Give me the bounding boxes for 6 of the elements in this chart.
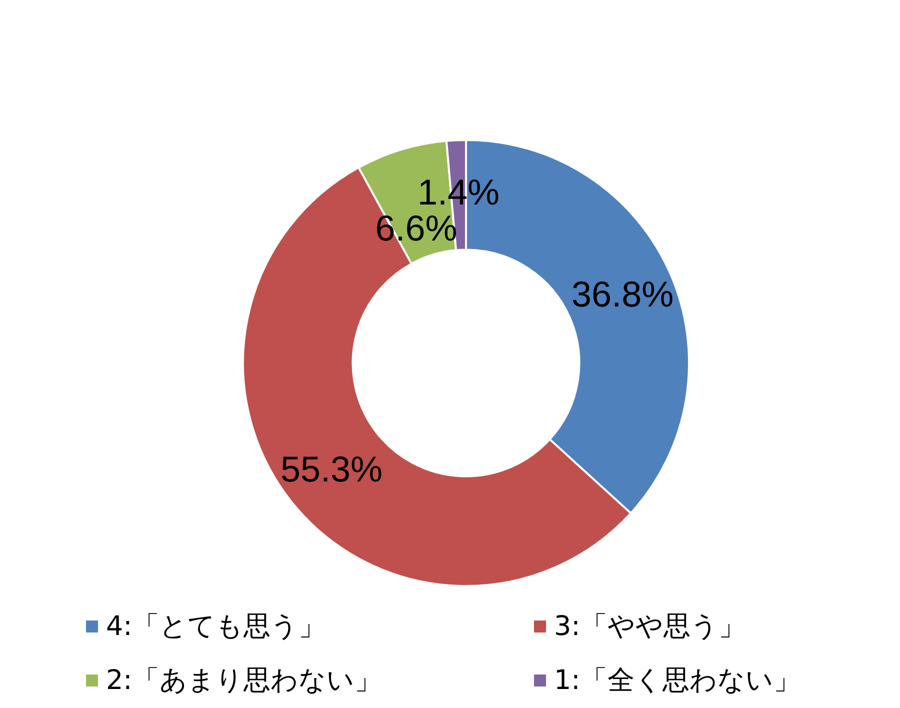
data-label: 55.3% xyxy=(280,448,383,490)
data-label: 36.8% xyxy=(572,273,674,314)
legend-label: 3:「やや思う」 xyxy=(554,611,746,642)
legend-label: 2:「あまり思わない」 xyxy=(106,665,382,696)
legend-label: 1:「全く思わない」 xyxy=(554,665,800,696)
legend-label: 4:「とても思う」 xyxy=(106,611,326,642)
